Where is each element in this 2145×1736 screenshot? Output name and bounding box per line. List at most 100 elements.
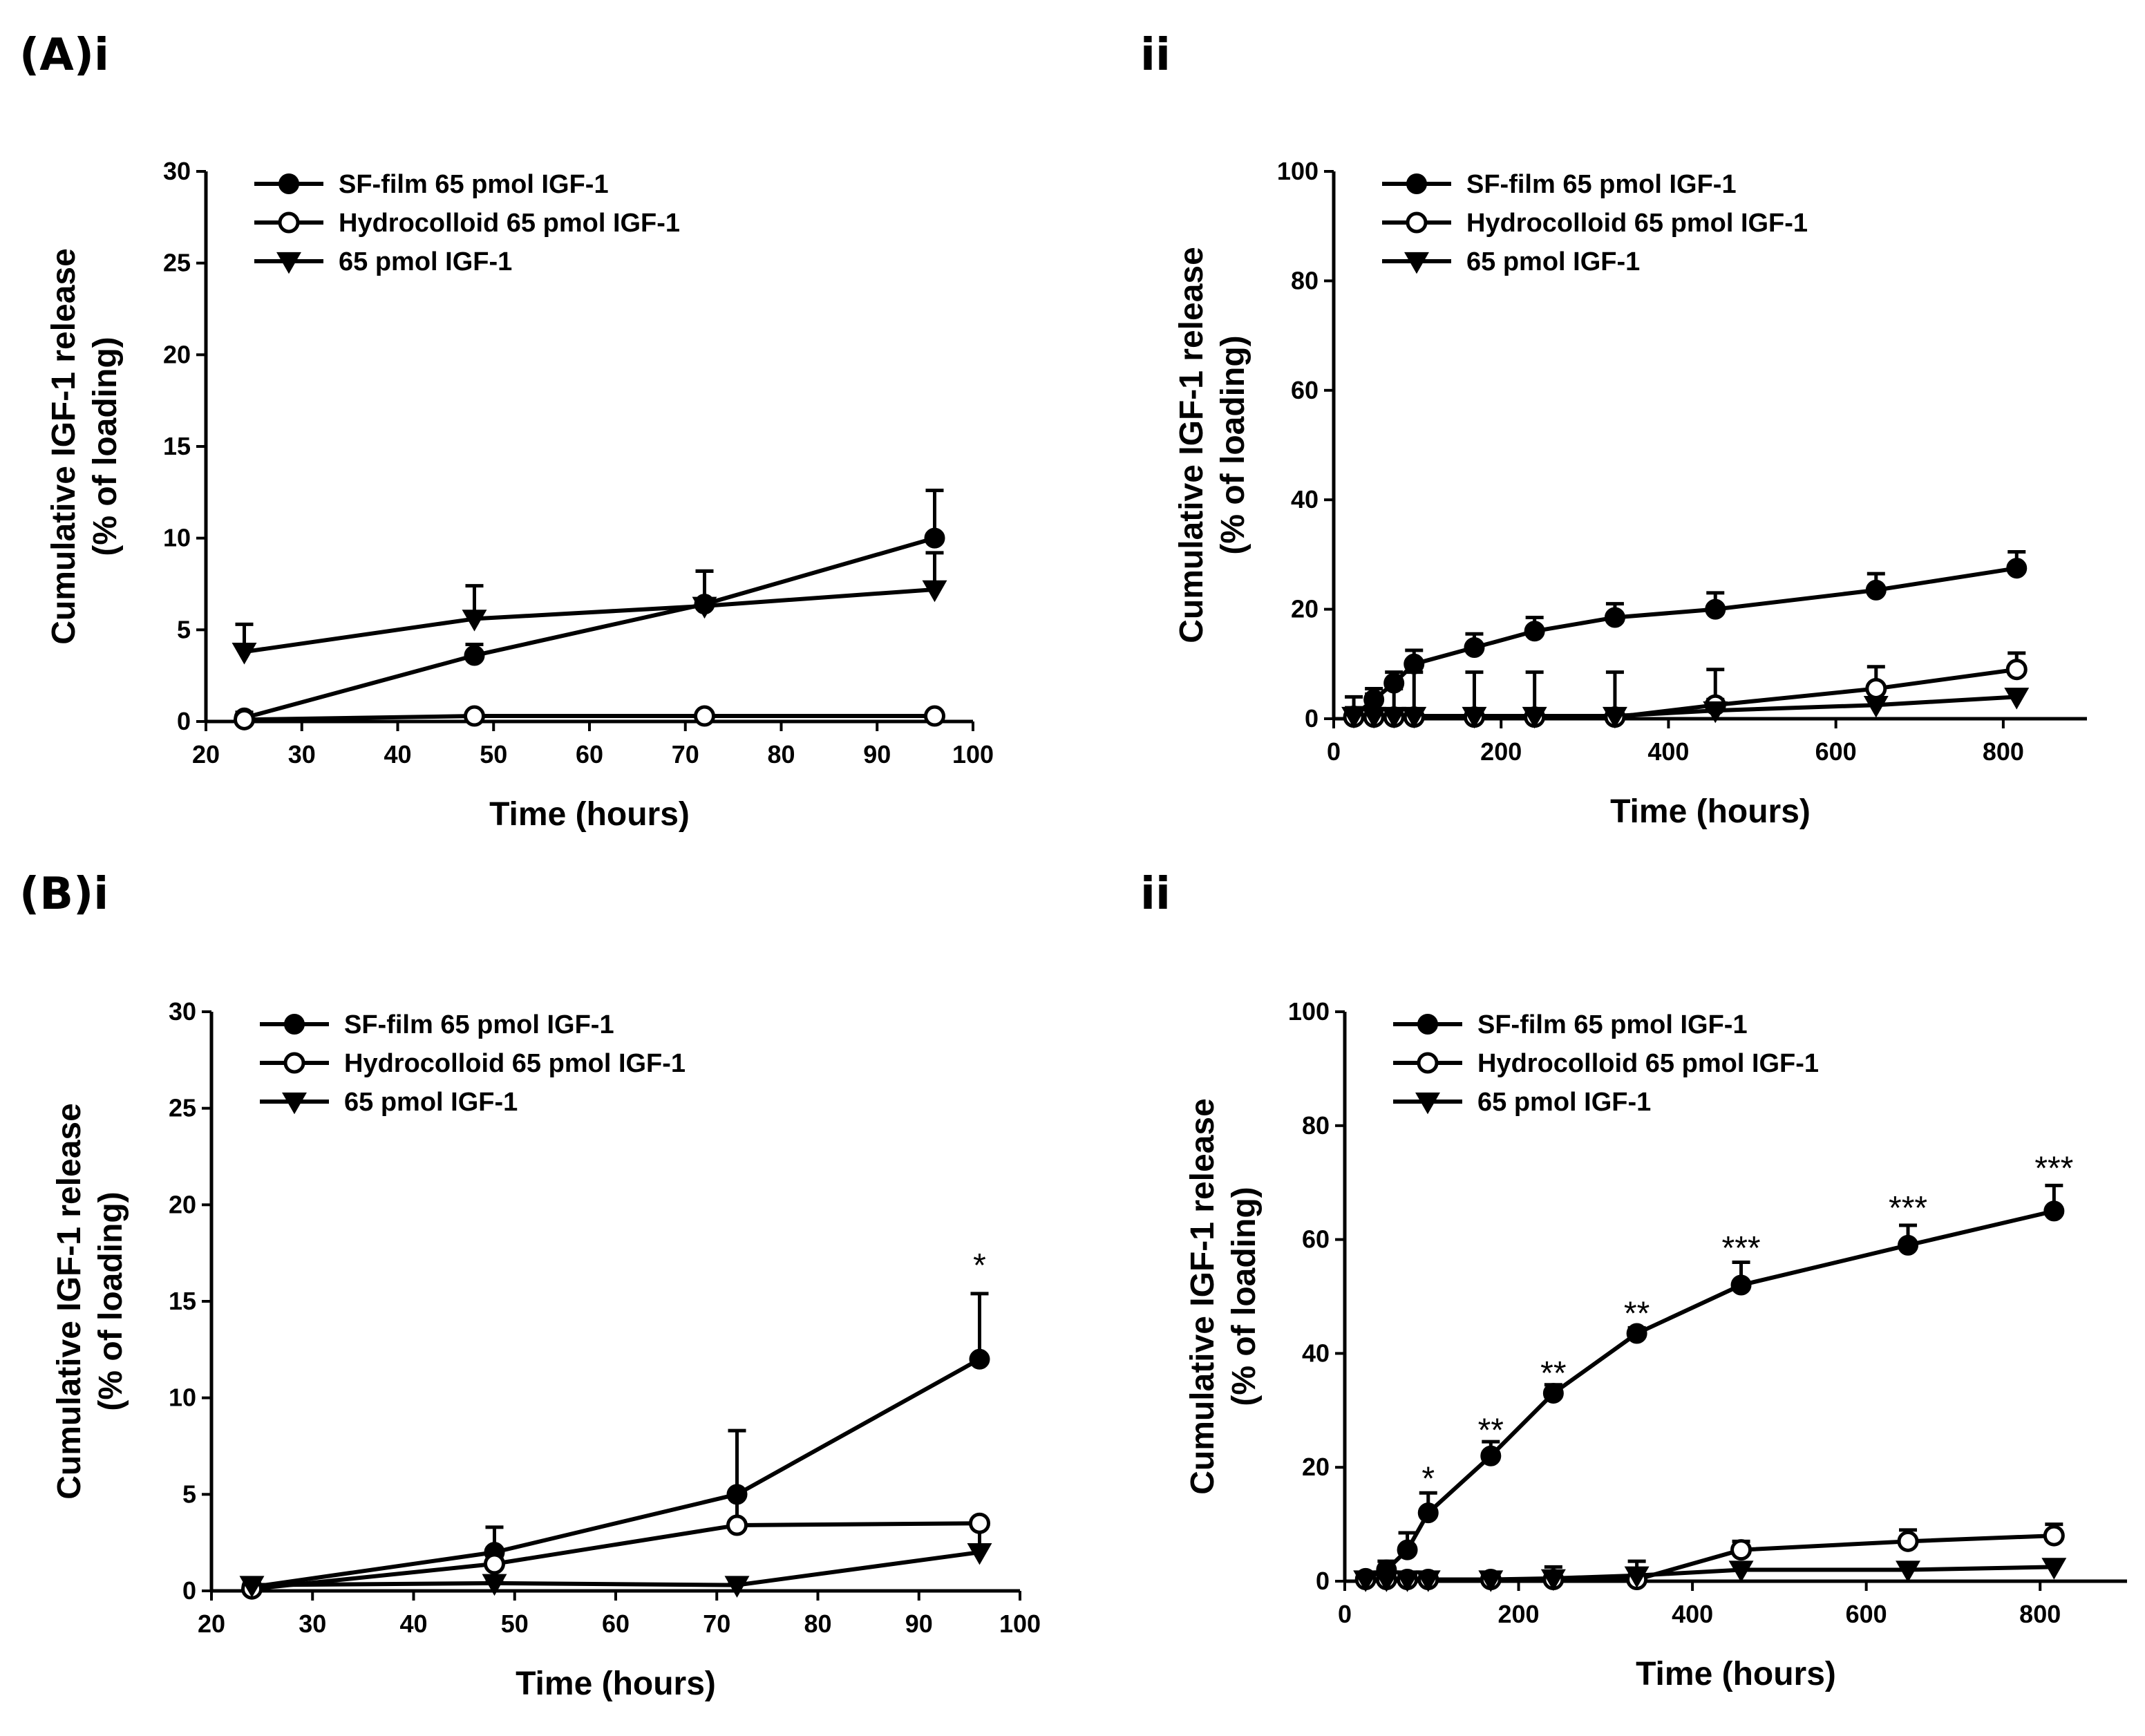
y-tick-label-b-ii-0: 0	[1316, 1567, 1330, 1595]
y-axis-label-line1-a-i: Cumulative IGF-1 release	[46, 248, 82, 645]
legend-marker-b-ii-0	[1417, 1014, 1438, 1035]
legend-label-b-ii-0: SF-film 65 pmol IGF-1	[1477, 1010, 1748, 1039]
legend-marker-b-ii-2	[1415, 1092, 1440, 1115]
data-point-b-ii-0-2	[1397, 1539, 1418, 1560]
legend-label-a-i-1: Hydrocolloid 65 pmol IGF-1	[339, 209, 680, 238]
data-point-b-i-1-3	[969, 1512, 990, 1534]
significance-marker-b-ii-5: ***	[1889, 1190, 1927, 1227]
significance-marker-b-ii-6: ***	[2034, 1150, 2073, 1187]
data-point-b-ii-0-4	[1480, 1445, 1502, 1466]
series-line-b-i-2	[252, 1550, 980, 1587]
x-tick-label-a-ii-200: 200	[1480, 737, 1522, 766]
legend-label-b-ii-1: Hydrocolloid 65 pmol IGF-1	[1477, 1049, 1819, 1078]
legend-label-a-ii-2: 65 pmol IGF-1	[1466, 247, 1640, 276]
x-tick-label-a-i-40: 40	[384, 740, 411, 768]
data-point-a-i-2-3	[922, 580, 947, 603]
y-axis-label-line2-b-ii: (% of loading)	[1226, 1187, 1263, 1406]
data-point-a-i-0-3	[924, 527, 945, 549]
data-point-b-ii-0-8	[1898, 1234, 1919, 1256]
panel-label-b-ii: ii	[1140, 869, 1171, 920]
y-tick-label-a-ii-0: 0	[1305, 704, 1319, 733]
y-tick-label-b-i-20: 20	[169, 1190, 196, 1218]
y-tick-label-b-ii-80: 80	[1302, 1111, 1330, 1140]
legend-label-b-i-0: SF-film 65 pmol IGF-1	[344, 1010, 614, 1039]
x-tick-label-b-i-100: 100	[999, 1610, 1041, 1638]
y-axis-label-line1-b-ii: Cumulative IGF-1 release	[1184, 1098, 1221, 1495]
data-point-b-ii-2-0	[1353, 1570, 1379, 1592]
y-tick-label-a-i-5: 5	[177, 615, 191, 643]
panel-label-a-ii: ii	[1140, 30, 1171, 81]
data-point-a-ii-1-9	[2005, 659, 2028, 681]
x-tick-label-b-i-50: 50	[501, 1610, 529, 1638]
series-line-a-i-1	[244, 714, 935, 722]
data-point-a-ii-2-0	[1341, 706, 1367, 729]
legend-label-b-ii-2: 65 pmol IGF-1	[1477, 1088, 1651, 1117]
x-tick-label-a-i-20: 20	[192, 740, 220, 768]
data-point-a-i-1-3	[924, 705, 945, 727]
legend-label-b-i-2: 65 pmol IGF-1	[344, 1088, 518, 1117]
data-point-b-ii-2-4	[1478, 1570, 1504, 1592]
x-tick-label-b-ii-600: 600	[1846, 1600, 1887, 1628]
x-tick-label-b-i-30: 30	[299, 1610, 326, 1638]
series-line-a-ii-2	[1354, 695, 2017, 719]
data-point-a-ii-2-5	[1522, 706, 1547, 729]
legend-marker-a-i-2	[276, 252, 301, 274]
y-tick-label-a-ii-60: 60	[1291, 376, 1319, 404]
panel-label-b-i: (B)i	[19, 869, 109, 920]
data-point-b-ii-0-5	[1542, 1383, 1564, 1404]
data-point-a-ii-2-2	[1381, 706, 1407, 729]
data-point-a-i-1-2	[694, 705, 715, 727]
y-axis-label-line2-b-i: (% of loading)	[93, 1191, 129, 1410]
data-point-b-i-0-3	[969, 1348, 990, 1370]
x-tick-label-a-i-90: 90	[863, 740, 891, 768]
y-tick-label-a-i-10: 10	[163, 524, 191, 552]
y-axis-label-line2-a-i: (% of loading)	[87, 337, 124, 556]
data-point-a-ii-2-1	[1361, 706, 1387, 729]
data-point-a-ii-0-5	[1524, 621, 1545, 642]
data-point-b-i-1-1	[484, 1553, 505, 1575]
y-tick-label-b-ii-20: 20	[1302, 1453, 1330, 1481]
y-axis-label-line1-a-ii: Cumulative IGF-1 release	[1173, 247, 1210, 643]
data-point-b-ii-2-5	[1540, 1569, 1566, 1592]
y-tick-label-a-i-0: 0	[177, 707, 191, 735]
y-tick-label-b-i-5: 5	[182, 1480, 196, 1508]
legend-label-a-ii-1: Hydrocolloid 65 pmol IGF-1	[1466, 209, 1808, 238]
x-tick-label-a-i-100: 100	[952, 740, 994, 768]
significance-marker-b-ii-1: **	[1478, 1413, 1504, 1449]
y-tick-label-b-i-30: 30	[169, 997, 196, 1026]
data-point-a-ii-0-4	[1464, 637, 1485, 659]
y-axis-label-line1-b-i: Cumulative IGF-1 release	[51, 1103, 88, 1500]
x-tick-label-a-ii-400: 400	[1647, 737, 1689, 766]
x-tick-label-a-ii-600: 600	[1815, 737, 1857, 766]
significance-marker-b-ii-0: *	[1421, 1461, 1435, 1498]
data-point-a-i-2-2	[692, 596, 717, 619]
y-tick-label-a-ii-80: 80	[1291, 266, 1319, 294]
data-point-a-ii-2-9	[2004, 688, 2030, 710]
y-tick-label-b-i-10: 10	[169, 1384, 196, 1412]
y-tick-label-b-i-15: 15	[169, 1287, 196, 1315]
x-tick-label-a-i-70: 70	[672, 740, 699, 768]
legend-marker-a-i-1	[278, 211, 300, 234]
x-tick-label-a-ii-800: 800	[1983, 737, 2024, 766]
data-point-a-ii-0-1	[1363, 689, 1385, 710]
series-line-a-i-0	[243, 536, 936, 720]
x-tick-label-a-i-80: 80	[767, 740, 795, 768]
data-point-b-i-2-3	[967, 1542, 992, 1565]
legend-label-a-ii-0: SF-film 65 pmol IGF-1	[1466, 170, 1737, 199]
data-point-a-ii-2-8	[1863, 696, 1889, 718]
data-point-b-ii-1-9	[2043, 1525, 2065, 1547]
x-axis-label-a-i: Time (hours)	[489, 796, 690, 833]
x-tick-label-a-i-50: 50	[480, 740, 507, 768]
x-tick-label-a-ii-0: 0	[1327, 737, 1341, 766]
significance-marker-b-i-0: *	[973, 1247, 986, 1284]
series-line-a-ii-1	[1354, 667, 2017, 719]
legend-marker-b-i-0	[284, 1014, 305, 1035]
x-tick-label-b-i-20: 20	[198, 1610, 225, 1638]
x-tick-label-b-i-80: 80	[804, 1610, 831, 1638]
x-axis-label-b-i: Time (hours)	[516, 1666, 716, 1702]
data-point-a-i-1-1	[464, 705, 485, 727]
x-tick-label-b-i-60: 60	[602, 1610, 630, 1638]
data-point-b-i-1-2	[726, 1514, 748, 1536]
